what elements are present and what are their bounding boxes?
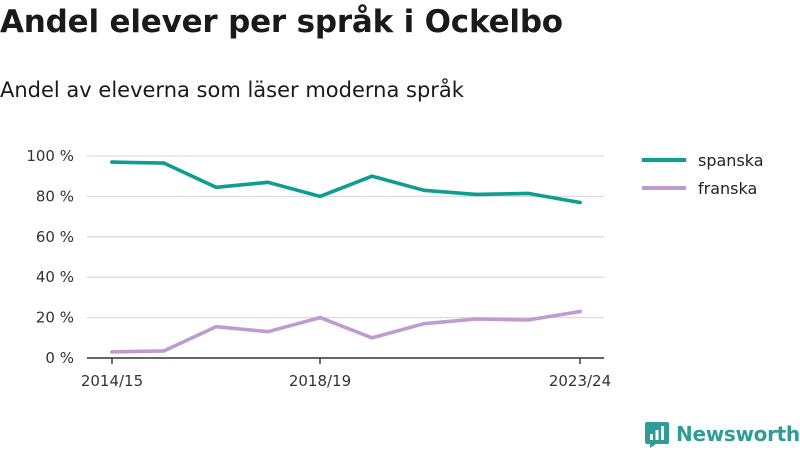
y-tick-label: 60 % [36, 228, 74, 246]
data-point-spanska [474, 192, 478, 197]
y-tick-label: 20 % [36, 309, 74, 327]
x-tick-label: 2023/24 [549, 372, 611, 390]
legend-label: franska [698, 179, 757, 198]
data-point-spanska [526, 191, 530, 196]
data-point-spanska [370, 174, 374, 178]
brand-name: Newsworthy [676, 422, 800, 446]
data-point-franska [162, 349, 166, 353]
data-point-spanska [318, 194, 322, 199]
y-tick-label: 0 % [45, 349, 74, 367]
data-point-franska [266, 329, 270, 334]
data-point-spanska [422, 188, 426, 193]
data-point-franska [422, 321, 426, 326]
data-point-spanska [162, 161, 166, 165]
data-point-franska [110, 350, 114, 354]
chart-subtitle: Andel av eleverna som läser moderna språ… [0, 78, 464, 102]
data-point-franska [318, 315, 322, 320]
brand: Newsworthy [644, 420, 800, 448]
data-point-franska [526, 318, 530, 322]
data-point-spanska [266, 180, 270, 185]
newsworthy-logo-icon [645, 422, 669, 448]
x-tick-label: 2018/19 [289, 372, 351, 390]
data-point-spanska [578, 200, 582, 205]
y-tick-label: 40 % [36, 268, 74, 286]
series-line-franska [110, 309, 582, 354]
data-point-spanska [214, 185, 218, 190]
data-point-franska [578, 309, 582, 314]
series-line-spanska [110, 160, 582, 205]
y-tick-label: 80 % [36, 187, 74, 205]
data-point-franska [214, 324, 218, 329]
data-point-franska [370, 336, 374, 340]
chart-title: Andel elever per språk i Ockelbo [0, 4, 563, 40]
legend-label: spanska [698, 151, 764, 170]
y-tick-label: 100 % [26, 147, 74, 165]
x-tick-label: 2014/15 [81, 372, 143, 390]
data-point-spanska [110, 160, 114, 164]
data-point-franska [474, 317, 478, 321]
